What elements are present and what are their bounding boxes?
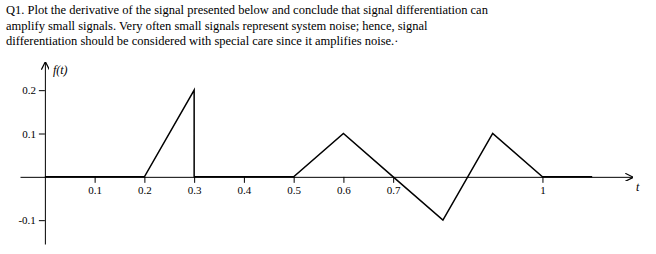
tick-mark xyxy=(39,134,45,135)
tick: 0.2 xyxy=(22,84,45,96)
tick-label: 0.1 xyxy=(22,128,36,140)
chart-container: Q1. Plot the derivative of the signal pr… xyxy=(0,0,656,254)
tick-mark xyxy=(343,177,344,183)
tick: 0.1 xyxy=(22,128,45,140)
tick-label: 0.7 xyxy=(387,184,401,196)
tick-label: 0.2 xyxy=(138,184,152,196)
chart-svg: Q1. Plot the derivative of the signal pr… xyxy=(0,0,656,254)
tick-label: 0.5 xyxy=(287,184,301,196)
tick-mark xyxy=(194,177,195,183)
title-line: Q1. Plot the derivative of the signal pr… xyxy=(6,3,489,17)
title-line: differentiation should be considered wit… xyxy=(6,34,398,48)
tick: 0.6 xyxy=(337,177,351,196)
tick-mark xyxy=(144,177,145,183)
y-axis: -0.1 0.1 0.2 xyxy=(18,63,45,245)
tick-label: 0.2 xyxy=(22,84,36,96)
signal-line xyxy=(45,90,592,220)
tick-label: -0.1 xyxy=(18,214,35,226)
y-axis-label: f(t) xyxy=(53,63,68,77)
tick: 0.2 xyxy=(138,177,152,196)
tick-label: 0.6 xyxy=(337,184,351,196)
tick-mark xyxy=(542,177,543,183)
title-line: amplify small signals. Very often small … xyxy=(6,19,428,33)
tick-label: 1 xyxy=(540,184,546,196)
tick-mark xyxy=(294,177,295,183)
tick-mark xyxy=(39,90,45,91)
title: Q1. Plot the derivative of the signal pr… xyxy=(6,3,489,48)
x-axis-label: t xyxy=(636,180,640,194)
tick-label: 0.4 xyxy=(238,184,252,196)
tick: 1 xyxy=(540,177,546,196)
plot-area xyxy=(45,90,592,220)
tick-mark xyxy=(95,177,96,183)
tick-label: 0.1 xyxy=(88,184,102,196)
tick: 0.4 xyxy=(238,177,252,196)
axis-line xyxy=(45,63,46,245)
tick: -0.1 xyxy=(18,214,44,226)
tick-mark xyxy=(244,177,245,183)
tick-label: 0.3 xyxy=(188,184,202,196)
tick: 0.3 xyxy=(188,177,202,196)
tick: 0.1 xyxy=(88,177,102,196)
x-axis: 0.1 0.2 0.3 0.4 0.5 0.6 0.7 1 xyxy=(21,177,633,196)
tick: 0.5 xyxy=(287,177,301,196)
tick: 0.7 xyxy=(387,177,401,196)
tick-mark xyxy=(39,220,45,221)
